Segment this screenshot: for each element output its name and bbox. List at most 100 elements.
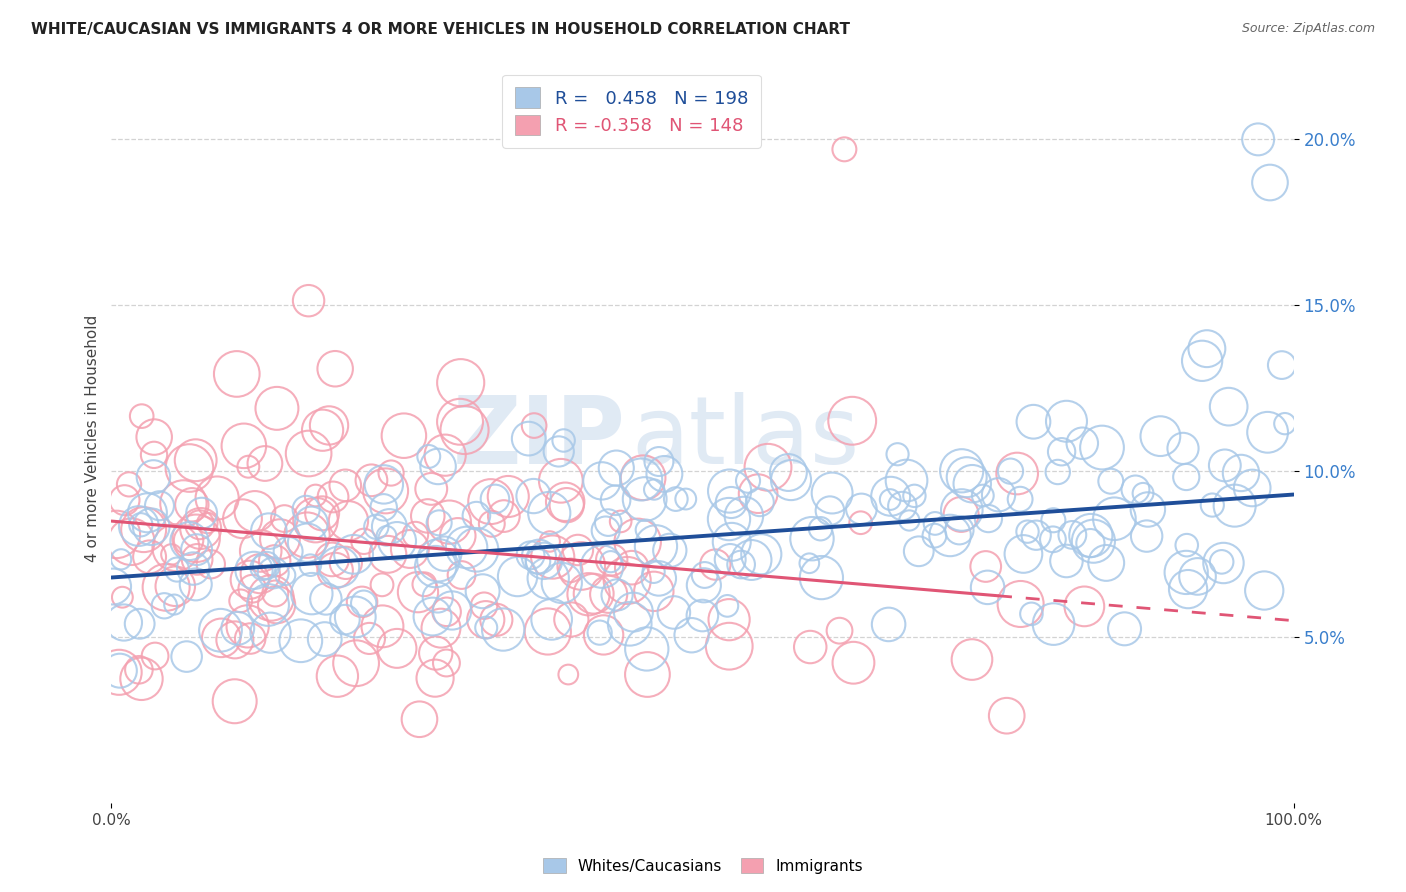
Point xyxy=(472,599,495,613)
Point xyxy=(263,554,285,568)
Point xyxy=(333,613,356,627)
Point xyxy=(471,584,494,599)
Point xyxy=(527,554,550,568)
Point xyxy=(924,516,946,531)
Point xyxy=(456,541,478,555)
Point xyxy=(373,477,395,491)
Text: Source: ZipAtlas.com: Source: ZipAtlas.com xyxy=(1241,22,1375,36)
Point xyxy=(406,585,429,599)
Point xyxy=(231,512,253,526)
Point xyxy=(747,486,769,500)
Point xyxy=(810,571,832,585)
Point xyxy=(1021,607,1043,621)
Point xyxy=(1046,465,1069,479)
Point xyxy=(834,142,856,156)
Point xyxy=(138,549,160,564)
Point xyxy=(450,376,472,390)
Point xyxy=(1025,528,1047,542)
Point xyxy=(519,549,541,563)
Point xyxy=(987,488,1010,502)
Point xyxy=(749,547,772,561)
Point xyxy=(335,478,357,492)
Point xyxy=(560,613,582,627)
Point xyxy=(950,508,973,522)
Point xyxy=(314,632,336,646)
Point xyxy=(974,559,997,574)
Point xyxy=(1218,400,1240,414)
Point xyxy=(229,594,252,608)
Point xyxy=(627,534,650,549)
Point xyxy=(304,488,326,502)
Point xyxy=(810,522,832,536)
Point xyxy=(962,476,984,491)
Point xyxy=(353,596,375,610)
Point xyxy=(733,508,755,523)
Point xyxy=(842,656,865,670)
Point xyxy=(166,563,188,577)
Point xyxy=(496,490,519,504)
Point xyxy=(143,648,166,663)
Point xyxy=(550,474,572,488)
Point xyxy=(427,459,450,474)
Point xyxy=(264,586,287,600)
Point xyxy=(392,428,415,442)
Point xyxy=(1175,566,1198,580)
Point xyxy=(299,558,322,573)
Point xyxy=(634,492,657,507)
Point xyxy=(1223,499,1246,513)
Point xyxy=(879,492,901,507)
Point xyxy=(295,528,318,542)
Point xyxy=(323,564,346,578)
Point xyxy=(1258,176,1281,190)
Point xyxy=(636,642,658,657)
Point xyxy=(321,552,343,566)
Point xyxy=(1171,442,1194,456)
Point xyxy=(977,511,1000,525)
Point xyxy=(537,624,560,639)
Point xyxy=(1073,599,1095,614)
Point xyxy=(474,613,496,627)
Point xyxy=(295,535,318,549)
Point xyxy=(950,503,973,517)
Point xyxy=(475,621,498,635)
Point xyxy=(277,544,299,558)
Point xyxy=(1054,554,1077,568)
Point xyxy=(1095,556,1118,570)
Point xyxy=(903,489,925,503)
Point xyxy=(720,534,742,549)
Point xyxy=(257,524,280,538)
Point xyxy=(643,565,665,579)
Point xyxy=(1042,513,1064,527)
Text: WHITE/CAUCASIAN VS IMMIGRANTS 4 OR MORE VEHICLES IN HOUSEHOLD CORRELATION CHART: WHITE/CAUCASIAN VS IMMIGRANTS 4 OR MORE … xyxy=(31,22,851,37)
Point xyxy=(344,657,367,671)
Point xyxy=(799,556,821,570)
Point xyxy=(643,584,665,599)
Point xyxy=(374,483,396,498)
Point xyxy=(616,574,638,588)
Point xyxy=(950,464,973,478)
Point xyxy=(537,571,560,585)
Point xyxy=(1080,528,1102,542)
Point xyxy=(311,423,333,437)
Point xyxy=(290,633,312,648)
Point xyxy=(366,520,388,534)
Point xyxy=(1211,555,1233,569)
Point xyxy=(939,528,962,542)
Point xyxy=(184,453,207,467)
Point xyxy=(344,610,367,624)
Point xyxy=(335,556,357,570)
Point xyxy=(484,491,506,506)
Point xyxy=(226,621,249,635)
Point xyxy=(465,508,488,523)
Point xyxy=(425,559,447,574)
Point xyxy=(648,454,671,468)
Point xyxy=(253,457,276,471)
Point xyxy=(441,603,464,617)
Point xyxy=(1104,512,1126,526)
Point xyxy=(195,516,218,530)
Point xyxy=(780,473,803,487)
Point xyxy=(681,628,703,642)
Point xyxy=(567,543,589,558)
Point xyxy=(179,534,201,549)
Point xyxy=(209,631,232,645)
